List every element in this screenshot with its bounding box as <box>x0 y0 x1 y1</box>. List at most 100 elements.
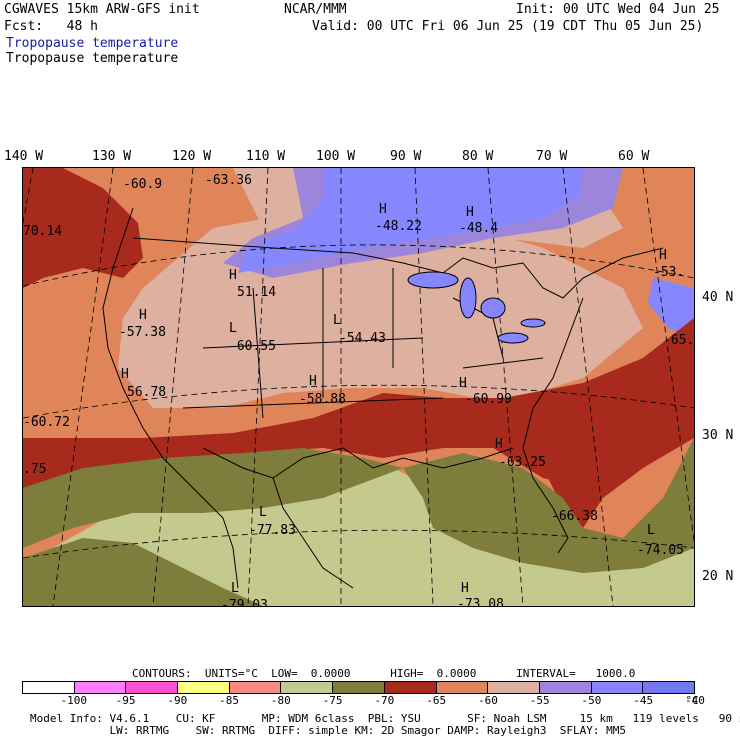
center-label: NCAR/MMM <box>284 2 347 17</box>
color-swatch <box>281 682 334 693</box>
model-info-line-2: LW: RRTMG SW: RRTMG DIFF: simple KM: 2D … <box>30 724 627 737</box>
extremum-value: 70.14 <box>23 224 62 239</box>
lat-label: 30 N <box>702 428 734 443</box>
lon-label: 100 W <box>316 149 356 164</box>
color-bar-tick-label: -100 <box>60 694 88 707</box>
extremum-kind: H <box>459 376 467 391</box>
color-bar-tick-label: -50 <box>581 694 602 707</box>
extremum-value: .75 <box>23 462 46 477</box>
extremum-value: -54.43 <box>339 331 386 346</box>
extremum-value: -57.38 <box>119 325 166 340</box>
lon-label: 90 W <box>390 149 422 164</box>
extremum-kind: L <box>229 321 237 336</box>
color-bar-tick-label: -65 <box>426 694 447 707</box>
extremum-value: -48.22 <box>375 219 422 234</box>
great-lakes <box>407 271 546 344</box>
color-swatch <box>178 682 230 693</box>
color-swatch <box>539 682 592 693</box>
extremum-value: -60.99 <box>465 392 512 407</box>
color-bar-tick-label: -75 <box>322 694 343 707</box>
color-swatch <box>229 682 282 693</box>
color-swatch <box>126 682 179 693</box>
color-bar-tick-label: -40 <box>685 694 705 707</box>
color-bar-tick-label: -95 <box>115 694 136 707</box>
extremum-kind: H <box>466 205 474 220</box>
extremum-value: -48.4 <box>459 221 498 236</box>
color-swatch <box>591 682 644 693</box>
lat-label: 40 N <box>702 290 734 305</box>
extremum-kind: L <box>333 313 341 328</box>
color-swatch <box>74 682 127 693</box>
blue-region <box>238 168 583 273</box>
extremum-value: -60.72 <box>23 415 70 430</box>
color-bar-tick-label: -70 <box>374 694 395 707</box>
extremum-kind: L <box>231 581 239 596</box>
lon-label: 70 W <box>536 149 568 164</box>
valid-time: Valid: 00 UTC Fri 06 Jun 25 (19 CDT Thu … <box>312 19 704 34</box>
lon-label: 110 W <box>246 149 286 164</box>
forecast-hour: Fcst: 48 h <box>4 19 98 34</box>
olive-dark-region-sw <box>23 538 263 606</box>
color-swatch <box>488 682 540 693</box>
tropopause-temperature-map: -60.9 -63.36 H -48.22 H -48.4 70.14 H -5… <box>22 167 695 607</box>
extremum-value: -79.03 <box>221 598 268 606</box>
extremum-value: -63.25 <box>499 455 546 470</box>
red-region-nw <box>23 168 143 288</box>
field-name: Tropopause temperature <box>6 51 179 66</box>
color-bar-tick-label: -85 <box>219 694 239 707</box>
extremum-value: -74.05 <box>637 543 684 558</box>
extremum-value: 56.78 <box>127 385 166 400</box>
extremum-kind: H <box>461 581 469 596</box>
field-name-blue: Tropopause temperature <box>6 36 179 51</box>
extremum-kind: H <box>309 374 317 389</box>
lon-label: 130 W <box>92 149 132 164</box>
extremum-kind: H <box>121 367 129 382</box>
color-bar-tick-label: -80 <box>270 694 291 707</box>
color-swatch <box>643 682 694 693</box>
lon-label: 80 W <box>462 149 494 164</box>
lon-label: 140 W <box>4 149 44 164</box>
color-bar-tick-label: -60 <box>477 694 498 707</box>
extremum-value: -77.83 <box>249 523 296 538</box>
extremum-value: -53. <box>653 265 684 280</box>
color-bar-tick-label: -90 <box>167 694 188 707</box>
color-swatch <box>436 682 489 693</box>
extremum-kind: L <box>647 523 655 538</box>
color-bar-tick-label: -55 <box>529 694 550 707</box>
extremum-kind: H <box>139 308 147 323</box>
extremum-value: -65.3 <box>663 333 694 348</box>
olive-dark-region-east <box>403 438 694 573</box>
olive-dark-region <box>23 448 403 548</box>
extremum-value: -66.38 <box>551 509 598 524</box>
coastlines <box>102 207 664 589</box>
blue-region-ne <box>648 278 694 338</box>
extremum-value: -73.08 <box>457 597 504 606</box>
init-time: Init: 00 UTC Wed 04 Jun 25 <box>516 2 720 17</box>
color-swatch <box>333 682 385 693</box>
color-swatch <box>384 682 437 693</box>
lon-label: 60 W <box>618 149 650 164</box>
color-bar-tick-label: -45 <box>633 694 654 707</box>
red-region-se <box>543 358 694 528</box>
extrema-labels: -60.9 -63.36 H -48.22 H -48.4 70.14 H -5… <box>23 173 694 606</box>
extremum-value: -60.9 <box>123 177 162 192</box>
olive-light-region <box>23 468 694 606</box>
graticule <box>23 168 694 606</box>
extremum-value: -58.88 <box>299 392 346 407</box>
lon-label: 120 W <box>172 149 212 164</box>
extremum-kind: H <box>495 437 503 452</box>
extremum-kind: H <box>659 248 667 263</box>
extremum-value: 51.14 <box>237 285 276 300</box>
contour-info: CONTOURS: UNITS=°C LOW= 0.0000 HIGH= 0.0… <box>132 667 636 680</box>
extremum-value: -60.55 <box>229 339 276 354</box>
red-band <box>23 318 694 498</box>
model-title: CGWAVES 15km ARW-GFS init <box>4 2 200 17</box>
extremum-value: -63.36 <box>205 173 252 188</box>
color-swatch <box>23 682 75 693</box>
extremum-kind: H <box>229 268 237 283</box>
color-bar-unit: °C <box>685 694 699 707</box>
extremum-kind: H <box>379 202 387 217</box>
lat-label: 20 N <box>702 569 734 584</box>
extremum-kind: L <box>259 505 267 520</box>
model-info-line-1: Model Info: V4.6.1 CU: KF MP: WDM 6class… <box>30 712 740 725</box>
